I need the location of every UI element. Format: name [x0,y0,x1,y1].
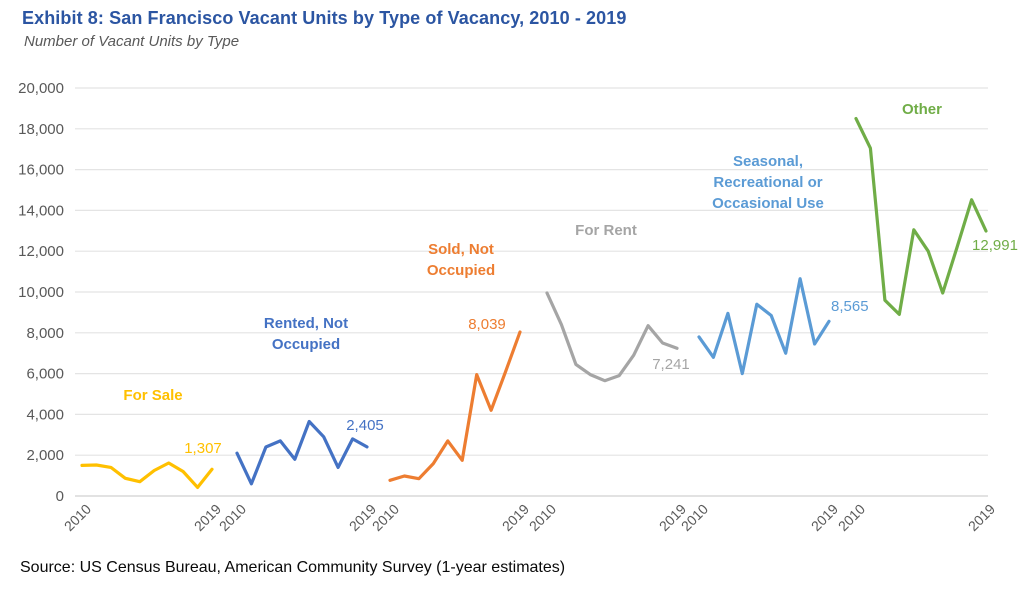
y-axis-tick-label: 20,000 [18,80,64,97]
series-name-label: Occupied [427,262,495,279]
series-end-value-label: 2,405 [346,417,384,434]
vacancy-line-chart: 0 2,000 4,000 6,000 8,000 10,000 12,000 14,000 1… [18,80,1018,534]
y-axis-tick-label: 4,000 [26,406,64,423]
chart-subtitle: Number of Vacant Units by Type [24,33,240,50]
x-axis-tick-label: 2019 [808,501,841,534]
series-name-label: For Sale [123,387,182,404]
x-axis-tick-label: 2019 [499,501,532,534]
chart-area: 0 2,000 4,000 6,000 8,000 10,000 12,000 14,000 1… [0,58,1024,552]
chart-title: Exhibit 8: San Francisco Vacant Units by… [22,8,627,28]
series-end-value-label: 7,241 [652,356,690,373]
x-axis-tick-label: 2019 [191,501,224,534]
y-axis-tick-label: 12,000 [18,243,64,260]
series-name-label: Other [902,101,942,118]
series-line-for-sale [80,461,214,489]
x-axis-tick-label: 2010 [369,501,402,534]
series-end-value-label: 8,039 [468,316,506,333]
series-end-value-label: 8,565 [831,298,869,315]
y-axis-tick-label: 14,000 [18,202,64,219]
series-name-label: Recreational or [713,174,822,191]
y-axis-tick-label: 10,000 [18,284,64,301]
y-axis-tick-label: 6,000 [26,366,64,383]
series-line-rented-not-occupied [235,419,369,486]
series-line-other [854,116,988,316]
series-name-label: Rented, Not [264,315,348,332]
series-for-sale: For Sale 1,307 2010 2019 [61,387,224,534]
x-axis-tick-label: 2019 [965,501,998,534]
series-name-label: For Rent [575,222,637,239]
source-note: Source: US Census Bureau, American Commu… [20,559,566,576]
series-name-label: Seasonal, [733,153,803,170]
series-name-label: Occupied [272,336,340,353]
gridlines [75,87,988,497]
series-line-for-rent [545,291,679,383]
x-axis-tick-label: 2010 [216,501,249,534]
series-line-sold-not-occupied [388,330,522,482]
x-axis-tick-label: 2010 [835,501,868,534]
x-axis-tick-label: 2010 [526,501,559,534]
x-axis-tick-label: 2010 [678,501,711,534]
series-other: Other 12,991 2010 2019 [835,101,1018,534]
y-axis-tick-label: 0 [56,488,64,505]
series-end-value-label: 12,991 [972,237,1018,254]
series-name-label: Occasional Use [712,195,824,212]
y-axis-tick-label: 16,000 [18,162,64,179]
y-axis-tick-label: 8,000 [26,325,64,342]
y-axis-tick-label: 18,000 [18,121,64,138]
y-axis-tick-label: 2,000 [26,447,64,464]
series-sold-not-occupied: Sold, Not Occupied 8,039 2010 2019 [369,241,532,534]
series-end-value-label: 1,307 [184,440,222,457]
y-axis-tick-labels: 0 2,000 4,000 6,000 8,000 10,000 12,000 14,000 1… [18,80,64,505]
series-line-seasonal-recreational-occasional [697,277,831,376]
series-name-label: Sold, Not [428,241,494,258]
x-axis-tick-label: 2010 [61,501,94,534]
